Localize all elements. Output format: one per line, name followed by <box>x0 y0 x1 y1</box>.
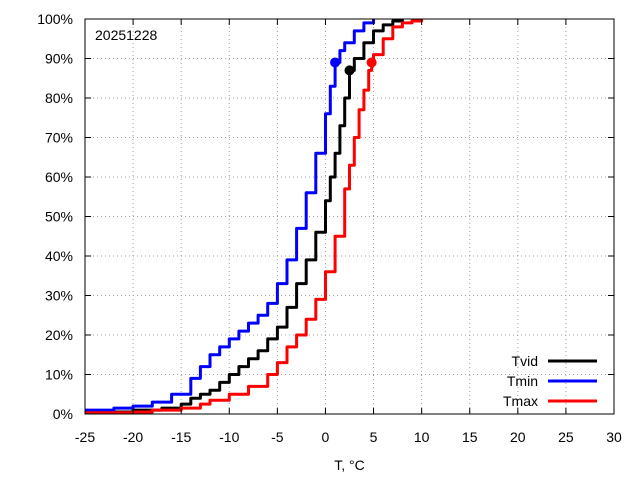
series-layer <box>85 19 424 415</box>
x-tick-label: 5 <box>370 429 378 445</box>
y-tick-label: 50% <box>45 209 73 225</box>
x-tick-label: 0 <box>322 429 330 445</box>
y-tick-label: 100% <box>37 11 73 27</box>
x-tick-label: -10 <box>219 429 239 445</box>
legend-label-tmax: Tmax <box>503 393 538 409</box>
series-line-tvid <box>85 19 404 414</box>
x-axis-title: T, °C <box>334 457 365 473</box>
y-tick-label: 30% <box>45 288 73 304</box>
x-tick-label: -25 <box>75 429 95 445</box>
x-tick-label: 30 <box>606 429 622 445</box>
series-marker-tmax <box>366 57 377 68</box>
legend: Tvid Tmin Tmax <box>503 353 597 409</box>
legend-label-tmin: Tmin <box>507 373 538 389</box>
y-tick-label: 80% <box>45 90 73 106</box>
y-tick-label: 0% <box>53 406 73 422</box>
y-tick-label: 60% <box>45 169 73 185</box>
x-tick-label: -5 <box>271 429 284 445</box>
y-tick-label: 90% <box>45 51 73 67</box>
series-marker-tvid <box>344 65 355 76</box>
y-tick-label: 20% <box>45 327 73 343</box>
y-tick-label: 10% <box>45 367 73 383</box>
y-tick-label: 40% <box>45 248 73 264</box>
tick-labels: -25 -20 -15 -10 -5 0 5 10 15 20 25 30 0% 10% 20% 30% 40%… <box>37 11 622 445</box>
ticks <box>84 18 615 415</box>
x-tick-label: 15 <box>462 429 478 445</box>
y-tick-label: 70% <box>45 130 73 146</box>
series-line-tmax <box>85 19 424 415</box>
x-tick-label: -15 <box>171 429 191 445</box>
series-marker-tmin <box>330 57 341 68</box>
series-line-tmin <box>85 19 375 412</box>
x-tick-label: 25 <box>558 429 574 445</box>
date-annotation: 20251228 <box>95 27 158 43</box>
x-tick-label: 10 <box>414 429 430 445</box>
x-tick-label: -20 <box>123 429 143 445</box>
legend-label-tvid: Tvid <box>512 353 538 369</box>
x-tick-label: 20 <box>510 429 526 445</box>
